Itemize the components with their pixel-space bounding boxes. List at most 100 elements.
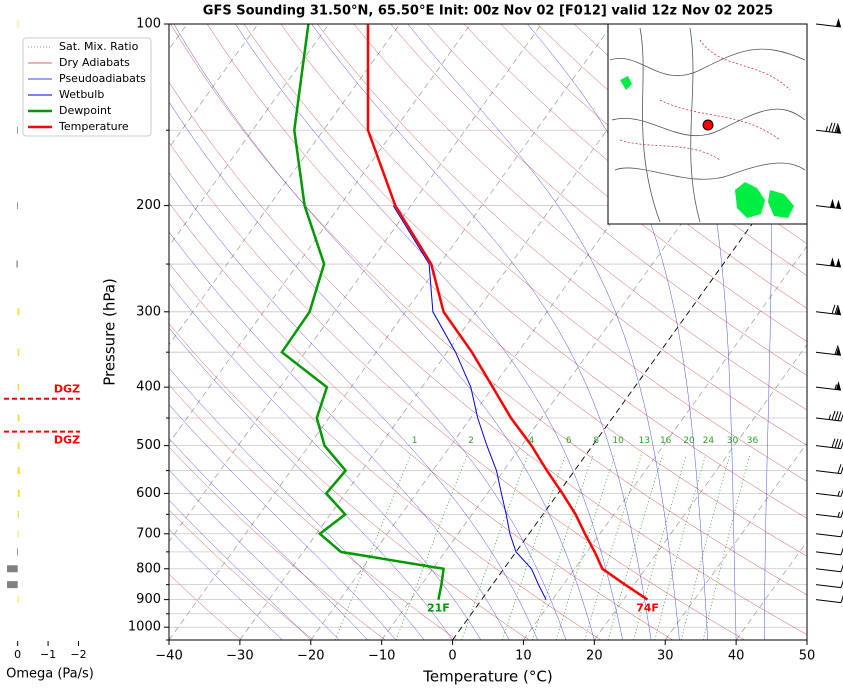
mixing-ratio-label: 6 [566, 436, 572, 446]
pseudoadiabat [169, 499, 311, 640]
barb-staff [815, 492, 842, 497]
dry-adiabat [463, 24, 807, 309]
x-axis-label: Temperature (°C) [422, 668, 552, 686]
barb-feather [837, 464, 842, 474]
y-tick-label: 800 [136, 561, 161, 576]
barb-half [834, 384, 837, 390]
mixing-ratio-label: 1 [412, 436, 418, 446]
mixing-ratio-label: 16 [660, 436, 672, 446]
surface-label: 21F [427, 602, 450, 615]
mixing-ratio-label: 2 [468, 436, 474, 446]
omega-bar [16, 260, 18, 268]
omega-bar [17, 308, 20, 316]
x-tick-label: 30 [657, 649, 674, 664]
profile-line [366, 24, 649, 601]
pseudoadiabat [169, 469, 340, 640]
barb-pennant [836, 381, 841, 391]
x-tick-label: −30 [226, 649, 253, 664]
mixing-ratio-line [654, 454, 707, 640]
mixing-ratio-line [702, 454, 751, 640]
mixing-ratio-label: 24 [703, 436, 715, 446]
mixing-ratio-label: 8 [593, 436, 599, 446]
barb-feather [834, 438, 839, 449]
dry-adiabat [169, 446, 386, 640]
dgz-label: DGZ [54, 383, 80, 396]
omega-bar [7, 565, 18, 573]
omega-tick-label: −1 [40, 648, 56, 661]
barb-feather [834, 411, 839, 421]
omega-bar [17, 489, 20, 497]
pseudoadiabat [169, 437, 368, 640]
mixing-ratio-label: 30 [727, 436, 739, 446]
omega-bar [7, 581, 18, 589]
pseudoadiabat [169, 528, 283, 640]
omega-axis-label: Omega (Pa/s) [6, 667, 94, 682]
barb-staff [815, 23, 842, 28]
y-tick-label: 500 [136, 438, 161, 453]
mixing-ratio-label: 20 [683, 436, 695, 446]
dry-adiabat [206, 24, 807, 557]
y-tick-label: 100 [136, 17, 161, 32]
barb-feather [837, 439, 842, 449]
barb-half [825, 126, 828, 132]
y-axis-label: Pressure (hPa) [101, 278, 119, 386]
x-tick-label: −10 [368, 649, 395, 664]
x-tick-label: 20 [586, 649, 603, 664]
barb-feather [831, 304, 836, 314]
barb-staff [815, 263, 842, 268]
pseudoadiabat [169, 404, 396, 640]
omega-bar [17, 202, 18, 210]
dry-adiabat [390, 24, 807, 376]
omega-bar [17, 530, 19, 538]
barb-pennant [830, 257, 835, 267]
omega-bar [17, 126, 18, 134]
mixing-ratio-line [531, 454, 594, 640]
legend-label: Temperature [58, 120, 129, 133]
mixing-ratio-line [395, 454, 468, 640]
y-tick-label: 1000 [128, 620, 161, 635]
mixing-ratio-line [680, 454, 731, 640]
barb-feather [834, 123, 839, 133]
barb-half [837, 511, 840, 518]
map-height-lines [619, 39, 791, 161]
omega-tick-label: −2 [70, 648, 86, 661]
pseudoadiabat [527, 24, 709, 640]
dry-adiabat [317, 24, 807, 446]
x-tick-label: 40 [728, 649, 745, 664]
dry-adiabat [353, 24, 807, 411]
dry-adiabat [169, 262, 602, 640]
barb-feather [831, 122, 836, 133]
dry-adiabat [280, 24, 807, 482]
omega-bar [17, 467, 20, 475]
wind-barb [815, 122, 842, 134]
map-contours [609, 27, 806, 223]
legend-label: Pseudoadiabats [59, 72, 146, 85]
dry-adiabat [169, 202, 673, 640]
wind-barb [815, 381, 842, 391]
isotherm [169, 24, 259, 149]
map-location [702, 119, 714, 131]
barb-pennant [836, 18, 841, 27]
isotherm [169, 24, 542, 543]
barb-staff [815, 386, 842, 391]
barb-feather [828, 122, 833, 132]
dry-adiabat [243, 24, 807, 519]
pseudoadiabat [169, 231, 510, 640]
mixing-ratio-label: 36 [747, 436, 759, 446]
mixing-ratio-label: 10 [612, 436, 624, 446]
barb-pennant [836, 199, 841, 209]
mixing-ratio-line [461, 454, 529, 640]
pseudoadiabat [169, 282, 482, 640]
barb-half [837, 490, 840, 497]
isotherm [169, 24, 613, 640]
omega-bar [17, 510, 19, 518]
wind-barb [815, 257, 842, 268]
pseudoadiabat [173, 24, 595, 640]
profile-line [280, 24, 446, 600]
dry-adiabat [169, 81, 807, 635]
pseudoadiabat [169, 101, 567, 640]
pseudoadiabat [757, 24, 772, 640]
barb-staff [815, 417, 842, 422]
barb-half [828, 414, 831, 420]
legend-label: Dewpoint [59, 104, 112, 117]
